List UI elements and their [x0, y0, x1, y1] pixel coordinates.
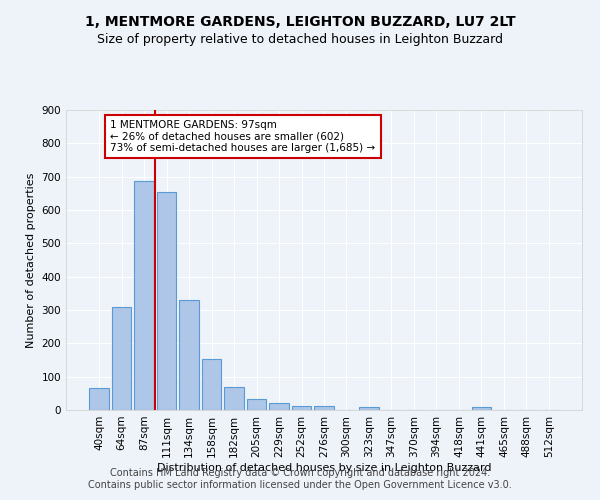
Bar — [314, 406, 334, 410]
Bar — [157, 192, 176, 410]
Text: Contains HM Land Registry data © Crown copyright and database right 2024.
Contai: Contains HM Land Registry data © Crown c… — [88, 468, 512, 490]
Bar — [224, 388, 244, 410]
Bar — [89, 388, 109, 410]
Bar — [292, 406, 311, 410]
Y-axis label: Number of detached properties: Number of detached properties — [26, 172, 36, 348]
X-axis label: Distribution of detached houses by size in Leighton Buzzard: Distribution of detached houses by size … — [157, 462, 491, 472]
Bar — [247, 400, 266, 410]
Text: 1 MENTMORE GARDENS: 97sqm
← 26% of detached houses are smaller (602)
73% of semi: 1 MENTMORE GARDENS: 97sqm ← 26% of detac… — [110, 120, 376, 153]
Bar — [359, 408, 379, 410]
Bar — [134, 180, 154, 410]
Text: 1, MENTMORE GARDENS, LEIGHTON BUZZARD, LU7 2LT: 1, MENTMORE GARDENS, LEIGHTON BUZZARD, L… — [85, 15, 515, 29]
Bar — [179, 300, 199, 410]
Bar — [472, 406, 491, 410]
Text: Size of property relative to detached houses in Leighton Buzzard: Size of property relative to detached ho… — [97, 32, 503, 46]
Bar — [112, 306, 131, 410]
Bar — [202, 360, 221, 410]
Bar — [269, 402, 289, 410]
